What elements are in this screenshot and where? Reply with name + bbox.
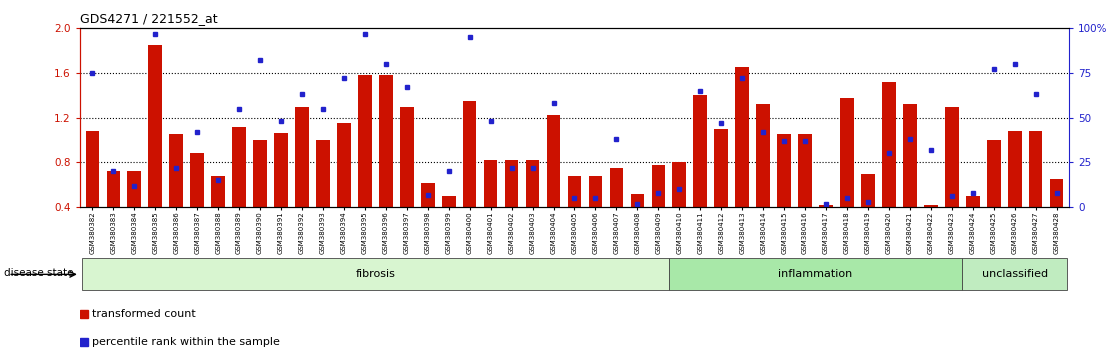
Bar [669, 258, 963, 290]
Bar [463, 101, 476, 252]
Bar [337, 123, 351, 252]
Bar [1008, 131, 1022, 252]
Text: percentile rank within the sample: percentile rank within the sample [92, 337, 280, 347]
Bar [526, 160, 540, 252]
Bar [379, 75, 392, 252]
Bar [882, 82, 895, 252]
Bar [861, 173, 875, 252]
Bar [212, 176, 225, 252]
Bar [840, 98, 854, 252]
Text: unclassified: unclassified [982, 269, 1048, 279]
Bar [588, 176, 603, 252]
Bar [484, 160, 497, 252]
Bar [148, 45, 162, 252]
Text: fibrosis: fibrosis [356, 269, 396, 279]
Bar [505, 160, 519, 252]
Bar [819, 205, 833, 252]
Bar [798, 135, 812, 252]
Bar [715, 129, 728, 252]
Bar [567, 176, 582, 252]
Bar [673, 162, 686, 252]
Bar [82, 258, 669, 290]
Bar [400, 107, 413, 252]
Bar [694, 95, 707, 252]
Text: disease state: disease state [4, 268, 74, 278]
Bar [316, 140, 330, 252]
Bar [106, 171, 120, 252]
Bar [987, 140, 1001, 252]
Bar [295, 107, 309, 252]
Bar [421, 183, 434, 252]
Bar [358, 75, 371, 252]
Bar [254, 140, 267, 252]
Bar [652, 165, 665, 252]
Bar [127, 171, 141, 252]
Bar [630, 194, 644, 252]
Bar [966, 196, 979, 252]
Text: transformed count: transformed count [92, 309, 196, 319]
Bar [963, 258, 1067, 290]
Bar [191, 154, 204, 252]
Bar [757, 104, 770, 252]
Bar [546, 115, 561, 252]
Bar [442, 196, 455, 252]
Bar [609, 168, 623, 252]
Text: inflammation: inflammation [779, 269, 853, 279]
Bar [1029, 131, 1043, 252]
Bar [924, 205, 937, 252]
Bar [85, 131, 100, 252]
Bar [945, 107, 958, 252]
Bar [274, 133, 288, 252]
Bar [736, 67, 749, 252]
Bar [778, 135, 791, 252]
Bar [1049, 179, 1064, 252]
Bar [170, 135, 183, 252]
Bar [903, 104, 916, 252]
Bar [233, 127, 246, 252]
Text: GDS4271 / 221552_at: GDS4271 / 221552_at [80, 12, 217, 25]
